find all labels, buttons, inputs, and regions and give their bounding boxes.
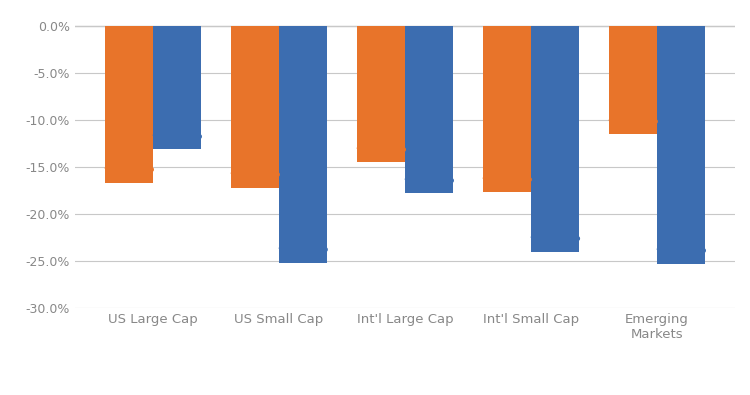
- Bar: [657, 26, 705, 264]
- Bar: [231, 26, 279, 188]
- Bar: [405, 26, 453, 194]
- Text: -17.2%: -17.2%: [230, 167, 280, 180]
- Text: -17.7%: -17.7%: [482, 172, 532, 185]
- Text: -25.2%: -25.2%: [278, 243, 328, 256]
- Bar: [279, 26, 327, 263]
- Text: -13.1%: -13.1%: [152, 129, 202, 142]
- Text: -17.8%: -17.8%: [404, 173, 454, 186]
- Text: -24.0%: -24.0%: [530, 231, 580, 244]
- Bar: [483, 26, 531, 192]
- Text: -11.5%: -11.5%: [608, 114, 658, 126]
- Bar: [357, 26, 405, 162]
- Bar: [609, 26, 657, 134]
- Bar: [105, 26, 153, 183]
- Bar: [531, 26, 579, 252]
- Text: -16.7%: -16.7%: [104, 162, 154, 175]
- Text: -14.5%: -14.5%: [356, 142, 407, 155]
- Bar: [153, 26, 201, 149]
- Text: -25.3%: -25.3%: [656, 243, 706, 256]
